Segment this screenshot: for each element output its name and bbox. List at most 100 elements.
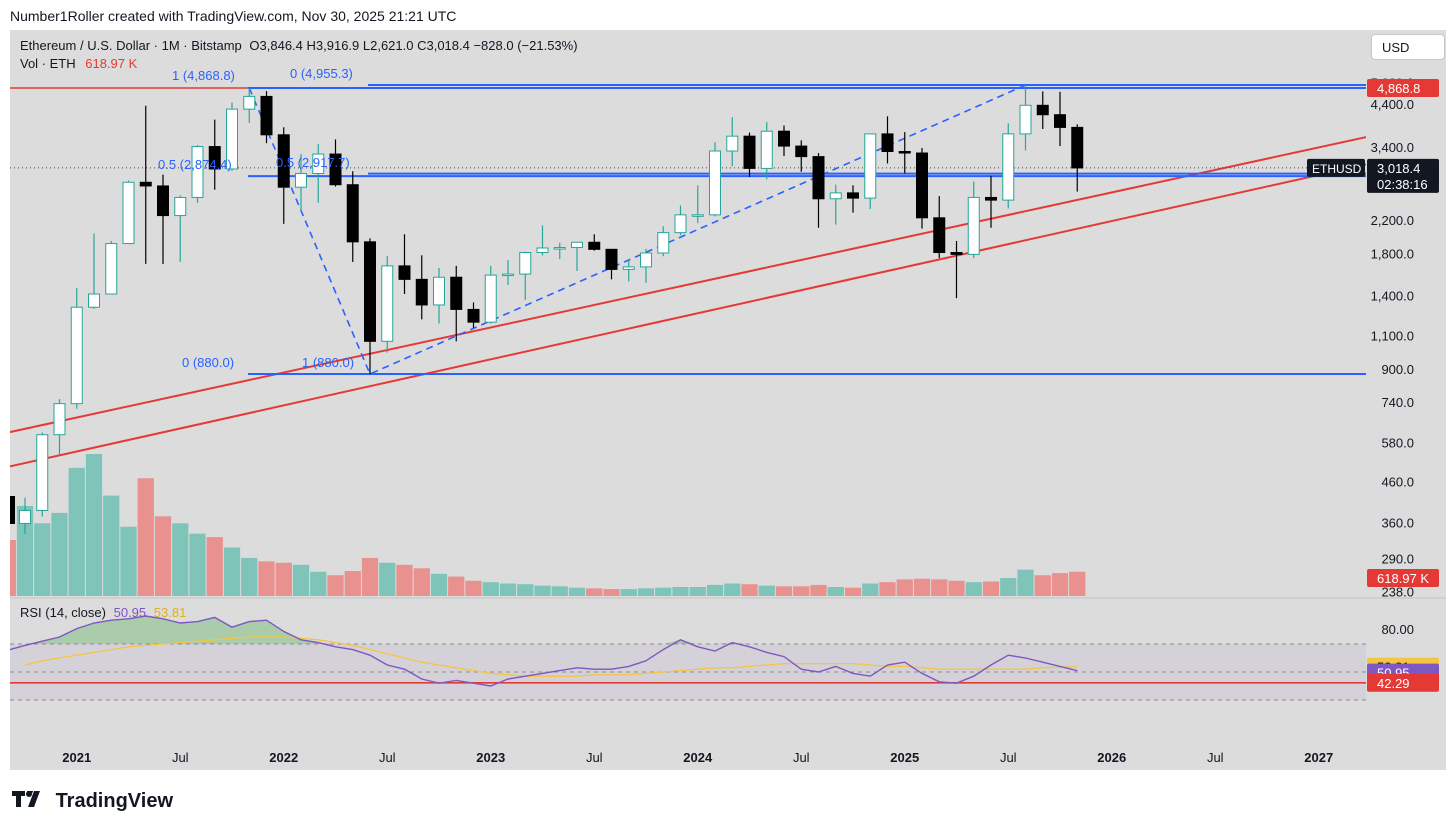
volume-label: Vol · ETH	[20, 56, 76, 71]
candle-body	[553, 247, 566, 250]
currency-button[interactable]: USD	[1371, 34, 1445, 60]
candle-body	[105, 243, 118, 295]
volume-bar	[465, 580, 482, 596]
symbol-tag-label: ETHUSD	[1312, 162, 1362, 176]
volume-bar	[85, 454, 103, 596]
volume-bar	[499, 583, 517, 596]
rsi-overbought-fill	[25, 616, 1078, 644]
volume-bar	[1069, 571, 1086, 596]
volume-bar	[51, 512, 68, 596]
candle-body	[10, 496, 15, 524]
candle-body	[571, 241, 583, 249]
volume-bar	[655, 587, 672, 596]
candle-body	[950, 252, 963, 255]
tradingview-logo-icon	[12, 788, 46, 813]
chart-frame[interactable]	[10, 30, 1446, 770]
volume-bar	[379, 562, 396, 596]
candle-body	[243, 95, 256, 110]
fib-label: 0.5 (2,874.4)	[158, 157, 232, 172]
candle-body	[898, 151, 911, 154]
volume-bar	[292, 564, 310, 596]
tradingview-footer: TradingView	[12, 788, 173, 813]
volume-bar	[16, 505, 34, 596]
candle-body	[260, 95, 273, 136]
volume-tag-label: 618.97 K	[1377, 571, 1429, 586]
rsi-ma-line	[24, 636, 1078, 677]
candle-body	[674, 214, 687, 234]
ohlc-values: O3,846.4 H3,916.9 L2,621.0 C3,018.4 −828…	[249, 38, 578, 53]
candle-body	[139, 181, 152, 187]
volume-bar	[448, 576, 465, 596]
time-axis-label: Jul	[172, 750, 189, 765]
volume-bar	[258, 561, 275, 596]
candle-body	[484, 274, 497, 323]
time-axis-label: 2022	[269, 750, 298, 765]
candle-body	[329, 153, 342, 186]
candle-body	[881, 133, 894, 153]
volume-bar	[758, 585, 775, 596]
volume-bar	[327, 575, 344, 596]
rsi-axis-label: 80.00	[1381, 622, 1414, 637]
volume-bar	[948, 580, 965, 596]
volume-bar	[137, 478, 154, 596]
volume-bar	[586, 588, 603, 596]
symbol-legend: Ethereum / U.S. Dollar · 1M · Bitstamp O…	[20, 38, 578, 53]
volume-bar	[810, 584, 827, 596]
volume-bar	[1017, 569, 1034, 596]
volume-bar	[896, 579, 913, 596]
candle-body	[605, 248, 618, 270]
price-axis-label: 740.0	[1381, 395, 1414, 410]
candle-body	[381, 265, 394, 342]
candle-body	[812, 156, 825, 200]
time-axis-label: Jul	[1000, 750, 1017, 765]
candle-body	[1054, 114, 1066, 128]
trendline	[10, 163, 1366, 468]
time-axis-label: 2025	[890, 750, 919, 765]
candle-body	[691, 214, 704, 217]
rsi-ma-value: 53.81	[153, 605, 187, 620]
candle-body	[174, 196, 187, 217]
volume-bar	[827, 586, 844, 596]
candle-body	[122, 181, 135, 245]
candle-body	[743, 135, 756, 169]
volume-bar	[68, 467, 85, 596]
volume-bar	[310, 571, 327, 596]
candle-body	[795, 145, 808, 158]
candle-body	[364, 241, 376, 342]
volume-bar	[172, 523, 189, 596]
time-axis-label: 2024	[683, 750, 713, 765]
volume-bar	[637, 588, 655, 596]
price-axis-label: 238.0	[1381, 585, 1414, 600]
price-axis-label: 360.0	[1381, 515, 1414, 530]
fib-label: 1 (880.0)	[302, 355, 354, 370]
price-axis-label: 3,400.0	[1371, 140, 1414, 155]
candle-body	[640, 252, 652, 268]
chart-credit: Number1Roller created with TradingView.c…	[10, 8, 457, 24]
volume-bar	[534, 585, 551, 596]
volume-bar	[413, 568, 430, 596]
candle-body	[967, 196, 980, 255]
volume-bar	[982, 581, 1000, 596]
volume-bar	[551, 586, 568, 596]
volume-bar	[879, 582, 896, 596]
volume-bar	[482, 582, 499, 596]
candle-body	[847, 192, 859, 199]
candle-body	[1071, 126, 1084, 169]
candle-body	[519, 252, 532, 275]
candle-body	[277, 134, 290, 188]
candle-body	[709, 150, 721, 216]
price-axis-label: 900.0	[1381, 362, 1414, 377]
candle-body	[760, 130, 773, 169]
candle-body	[208, 146, 221, 170]
symbol-tag	[1307, 158, 1365, 177]
candle-body	[985, 196, 997, 201]
level-tag-label: 4,868.8	[1377, 81, 1420, 96]
volume-bar	[206, 537, 223, 596]
candle-body	[450, 276, 463, 310]
volume-legend: Vol · ETH 618.97 K	[20, 56, 137, 71]
fib-label: 0 (4,955.3)	[290, 66, 353, 81]
rsi-line	[9, 615, 1078, 687]
volume-bar	[568, 587, 586, 596]
candle-body	[295, 172, 307, 188]
